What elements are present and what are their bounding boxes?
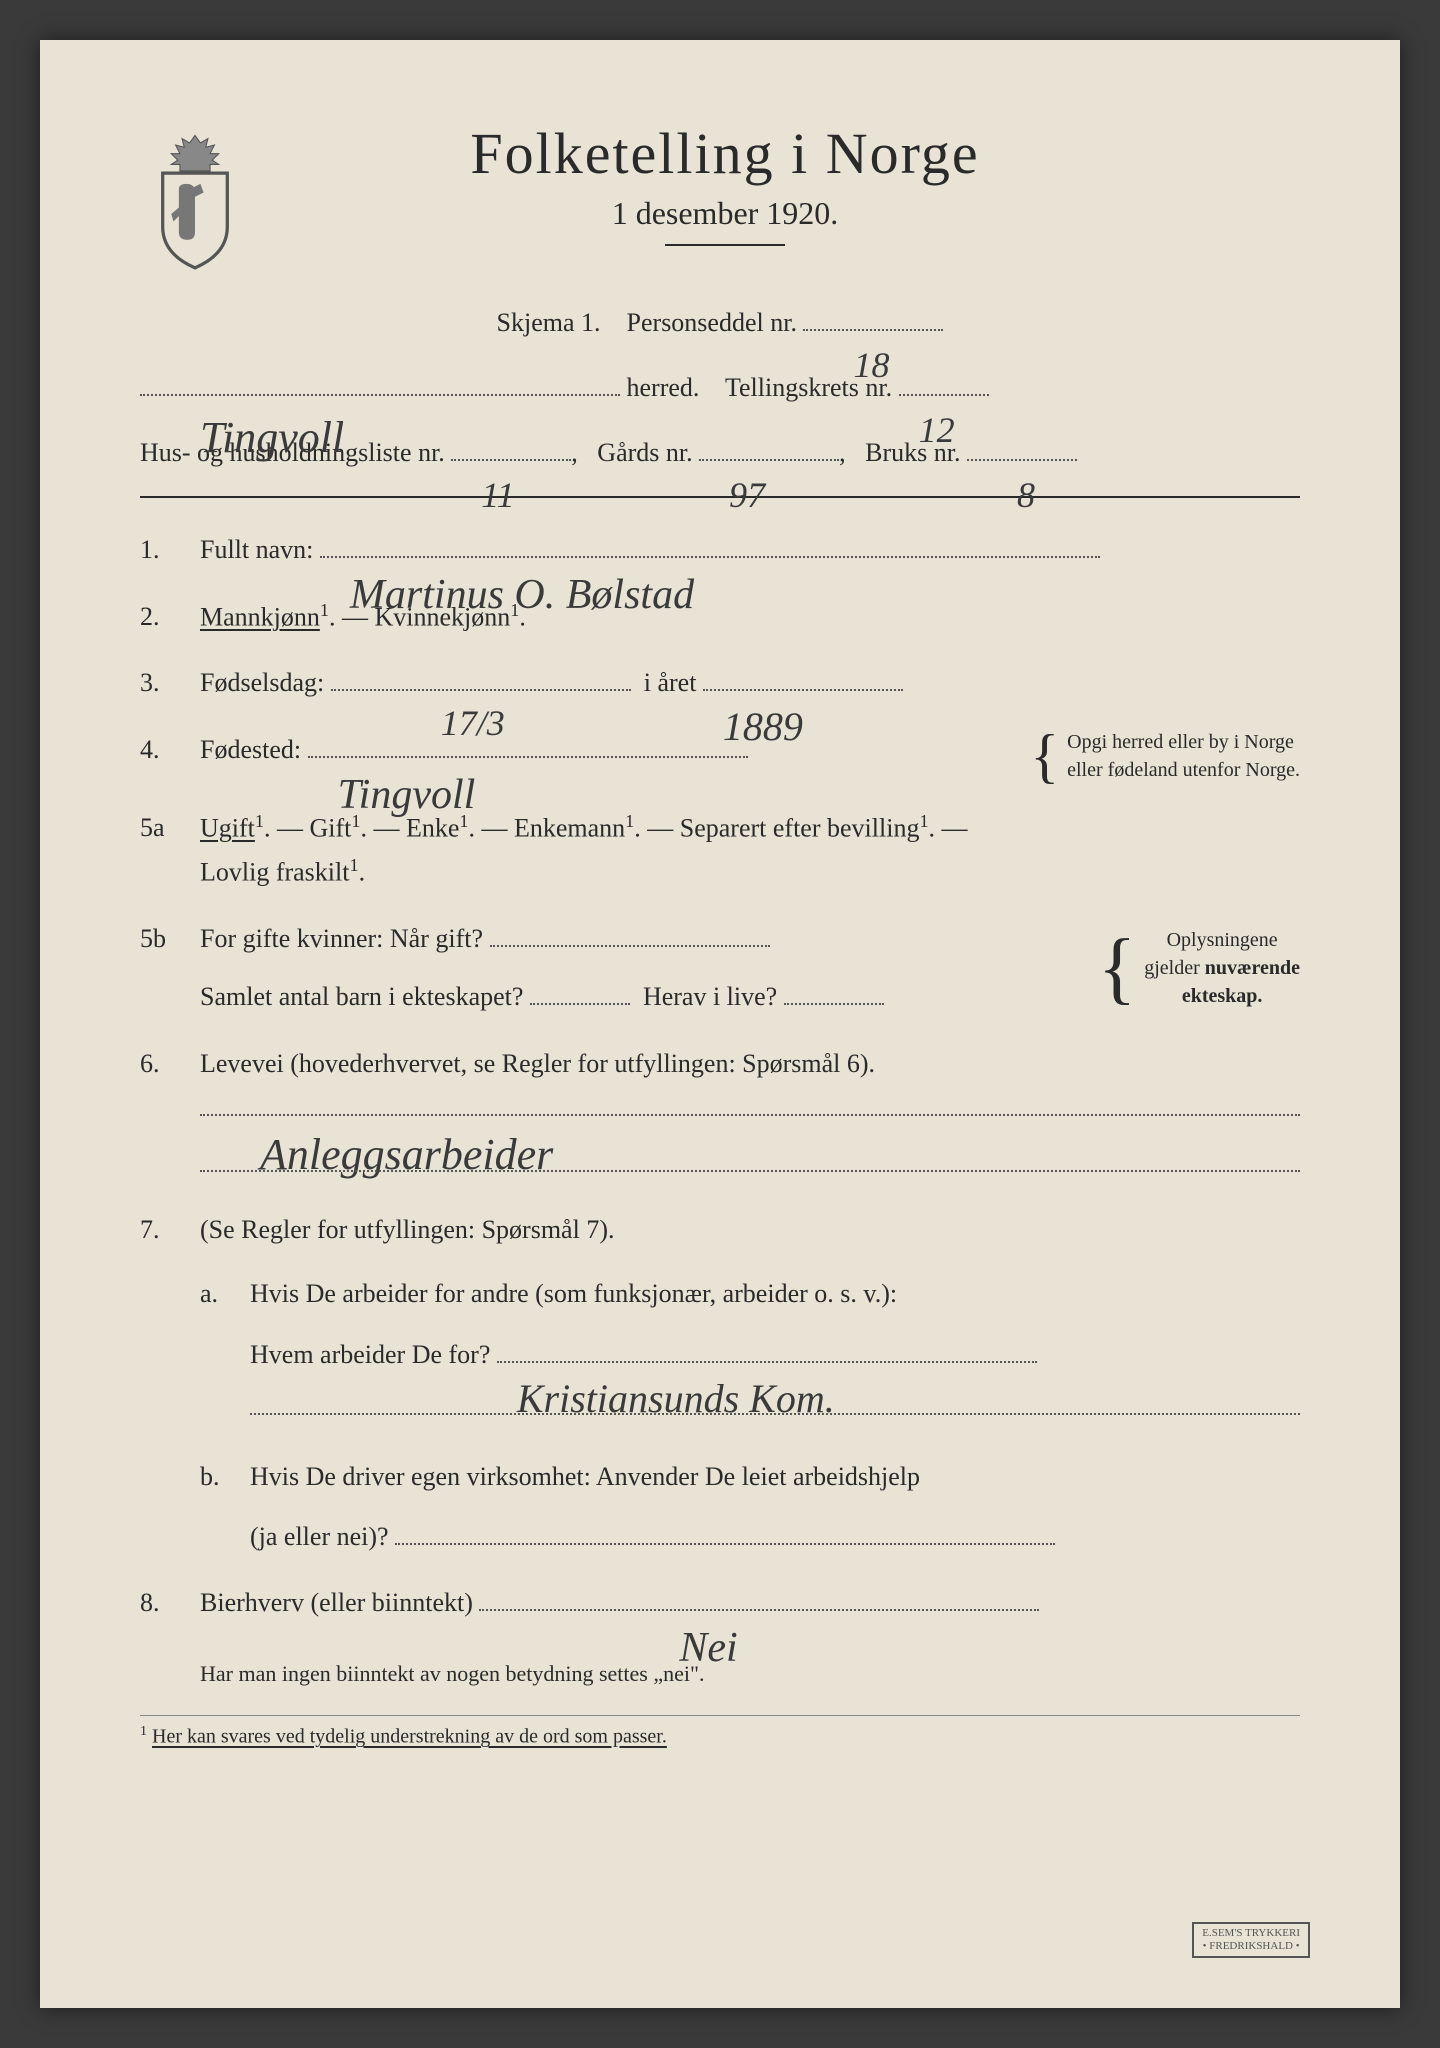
q5b-note1: Oplysningene — [1144, 926, 1300, 954]
q8-label: Bierhverv (eller biinntekt) — [200, 1588, 473, 1617]
q4-note2: eller fødeland utenfor Norge. — [1067, 756, 1300, 784]
stamp-line1: E.SEM'S TRYKKERI — [1202, 1927, 1300, 1940]
q1-row: 1. Fullt navn: Martinus O. Bølstad — [140, 528, 1300, 572]
footnote: 1 Her kan svares ved tydelig understrekn… — [140, 1715, 1300, 1749]
q8-num: 8. — [140, 1581, 200, 1625]
stamp-line2: • FREDRIKSHALD • — [1202, 1940, 1300, 1953]
q5b-l2b: Herav i live? — [643, 982, 777, 1011]
q2-num: 2. — [140, 595, 200, 639]
q5a-ugift: Ugift — [200, 813, 255, 842]
q5a-separert: Separert efter bevilling — [680, 813, 920, 842]
q7a-l2: Hvem arbeider De for? — [250, 1340, 490, 1369]
q7-label: (Se Regler for utfyllingen: Spørsmål 7). — [200, 1215, 614, 1244]
q3-label: Fødselsdag: — [200, 668, 324, 697]
q7b-num: b. — [200, 1455, 250, 1559]
q5b-row: 5b For gifte kvinner: Når gift? Samlet a… — [140, 917, 1300, 1019]
header: Folketelling i Norge 1 desember 1920. — [140, 120, 1300, 270]
q7b-l1: Hvis De driver egen virksomhet: Anvender… — [250, 1455, 1300, 1499]
q3-row: 3. Fødselsdag: 17/3 i året 1889 — [140, 661, 1300, 705]
q3-num: 3. — [140, 661, 200, 705]
q5b-note3: ekteskap. — [1182, 985, 1263, 1007]
main-title: Folketelling i Norge — [290, 120, 1160, 187]
q5b-note2-b: nuværende — [1205, 957, 1300, 979]
q5a-fraskilt: Lovlig fraskilt — [200, 858, 349, 887]
q2-row: 2. Mannkjønn1. — Kvinnekjønn1. — [140, 595, 1300, 640]
q5b-num: 5b — [140, 917, 200, 961]
title-block: Folketelling i Norge 1 desember 1920. — [290, 120, 1300, 266]
q4-num: 4. — [140, 728, 200, 772]
q1-num: 1. — [140, 528, 200, 572]
q4-note-wrap: { Opgi herred eller by i Norge eller fød… — [1022, 728, 1300, 784]
title-rule — [665, 244, 785, 246]
skjema-label: Skjema 1. — [497, 308, 601, 337]
q5b-note-wrap: { Oplysningene gjelder nuværende ekteska… — [1090, 926, 1300, 1010]
brace-icon: { — [1098, 948, 1136, 988]
personseddel-label: Personseddel nr. — [627, 308, 797, 337]
q6-num: 6. — [140, 1042, 200, 1086]
footnote-num: 1 — [140, 1724, 147, 1739]
q3-year-label: i året — [644, 668, 697, 697]
gards-label: Gårds nr. — [597, 438, 692, 467]
q5a-num: 5a — [140, 806, 200, 850]
q8-row: 8. Bierhverv (eller biinntekt) Nei — [140, 1581, 1300, 1625]
meta-line-1: Skjema 1. Personseddel nr. 18 — [140, 300, 1300, 347]
q7b-l2: (ja eller nei)? — [250, 1522, 389, 1551]
q4-note1: Opgi herred eller by i Norge — [1067, 728, 1300, 756]
q6-label: Levevei (hovederhvervet, se Regler for u… — [200, 1049, 875, 1078]
census-form-page: Folketelling i Norge 1 desember 1920. Sk… — [40, 40, 1400, 2008]
herred-label: herred. — [627, 373, 700, 402]
q6-row: 6. Levevei (hovederhvervet, se Regler fo… — [140, 1042, 1300, 1187]
printer-stamp: E.SEM'S TRYKKERI • FREDRIKSHALD • — [1192, 1922, 1310, 1958]
q5b-l2a: Samlet antal barn i ekteskapet? — [200, 982, 523, 1011]
q2-mann: Mannkjønn — [200, 602, 320, 631]
q4-row: 4. Fødested: Tingvoll { Opgi herred elle… — [140, 728, 1300, 784]
divider — [140, 496, 1300, 498]
q5b-note2-a: gjelder — [1144, 957, 1205, 979]
q1-label: Fullt navn: — [200, 535, 313, 564]
footnote-text: Her kan svares ved tydelig understreknin… — [152, 1725, 667, 1747]
q5a-row: 5a Ugift1. — Gift1. — Enke1. — Enkemann1… — [140, 806, 1300, 896]
q2-sup1: 1 — [320, 600, 329, 620]
q4-label: Fødested: — [200, 735, 301, 764]
q7a-l1: Hvis De arbeider for andre (som funksjon… — [250, 1272, 1300, 1316]
subtitle: 1 desember 1920. — [290, 195, 1160, 232]
coat-of-arms-icon — [140, 130, 250, 270]
q7-num: 7. — [140, 1208, 200, 1252]
q5b-l1: For gifte kvinner: Når gift? — [200, 924, 483, 953]
q5a-enkemann: Enkemann — [514, 813, 625, 842]
q7a-num: a. — [200, 1272, 250, 1429]
q7-row: 7. (Se Regler for utfyllingen: Spørsmål … — [140, 1208, 1300, 1559]
meta-line-2: Tingvoll herred. Tellingskrets nr. 12 — [140, 365, 1300, 412]
brace-icon: { — [1030, 741, 1059, 771]
